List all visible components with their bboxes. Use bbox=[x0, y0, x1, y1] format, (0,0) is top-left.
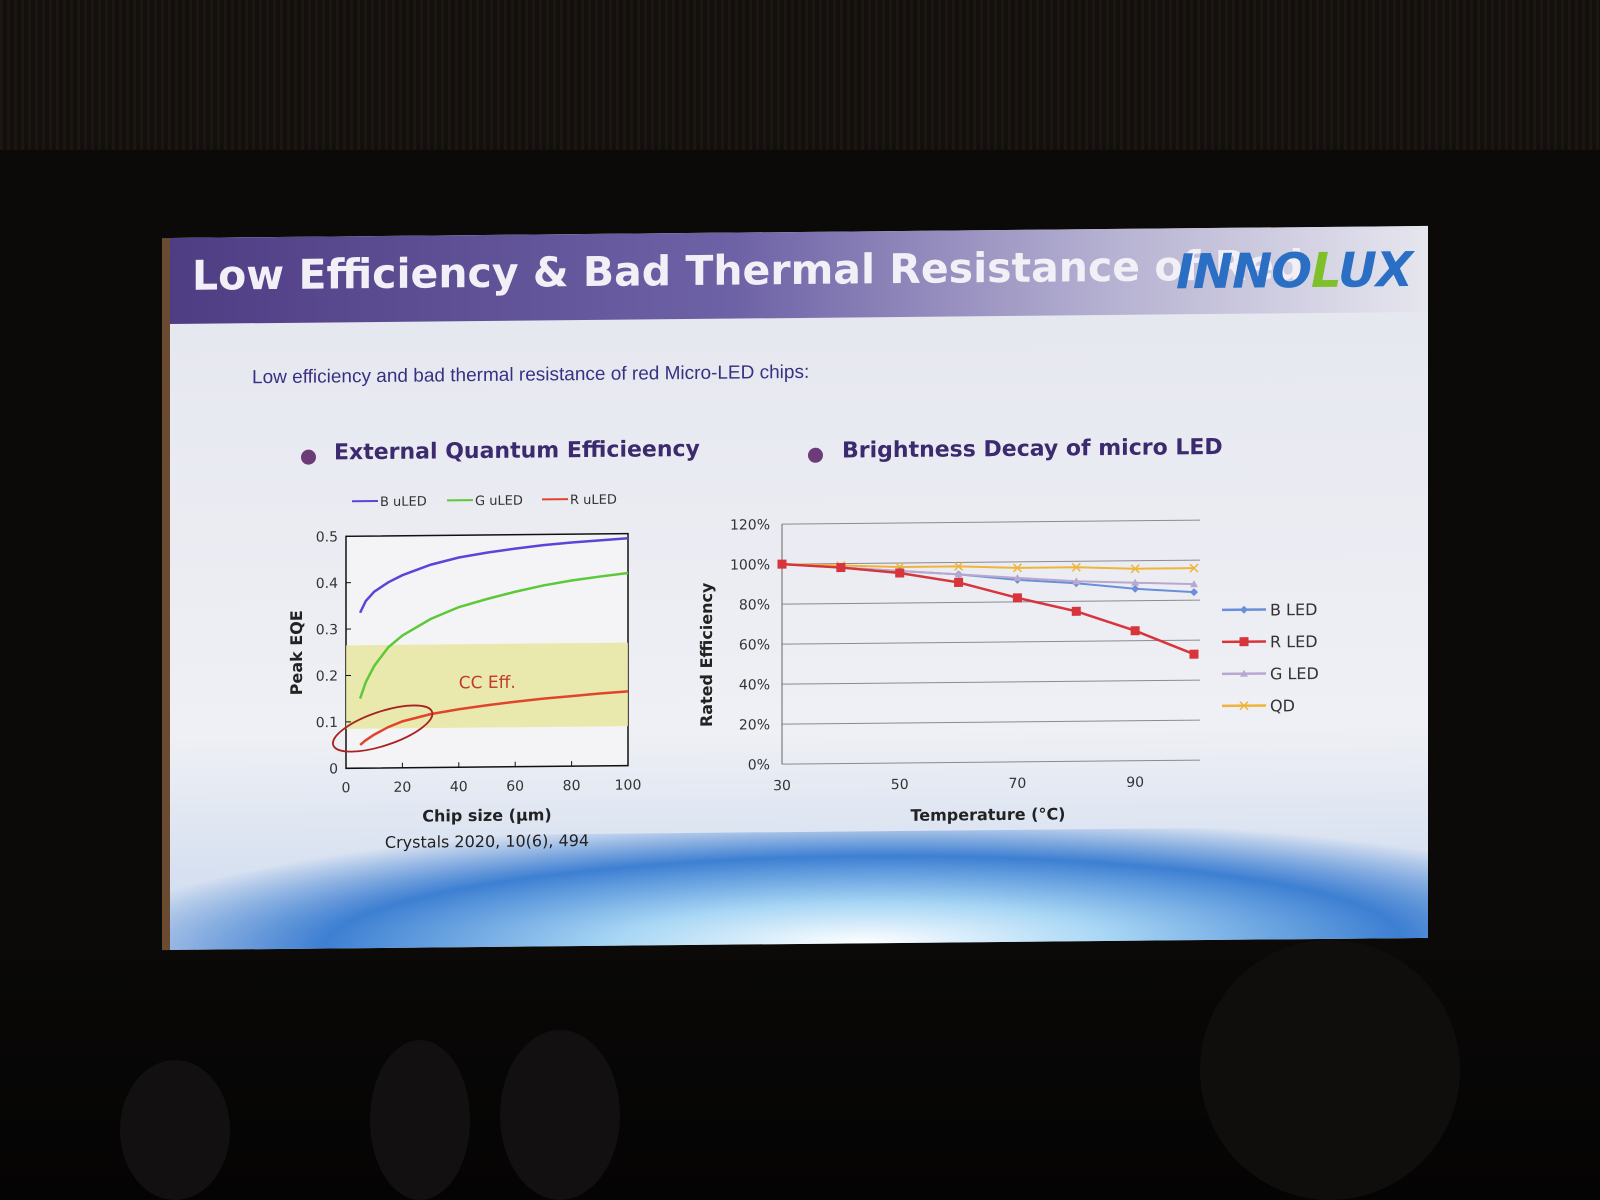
legend-label: R uLED bbox=[570, 493, 617, 508]
y-tick-label: 20% bbox=[739, 717, 770, 733]
grid-line bbox=[782, 599, 1200, 605]
grid-line bbox=[782, 559, 1200, 565]
legend-label: R LED bbox=[1270, 632, 1318, 651]
data-marker bbox=[1072, 577, 1081, 585]
band-label: CC Eff. bbox=[459, 673, 516, 694]
x-axis-label: Temperature (°C) bbox=[910, 804, 1065, 824]
legend-label: G LED bbox=[1270, 664, 1319, 683]
y-tick-label: 0.3 bbox=[316, 622, 338, 638]
data-marker bbox=[1190, 588, 1198, 597]
data-marker bbox=[1012, 593, 1022, 603]
bullet-dot bbox=[808, 447, 823, 463]
y-tick-label: 100% bbox=[730, 557, 770, 573]
bullet-dot bbox=[301, 449, 316, 465]
x-tick-label: 90 bbox=[1126, 775, 1144, 791]
audience-head bbox=[1200, 940, 1460, 1200]
y-tick-label: 0.4 bbox=[316, 576, 338, 592]
data-marker bbox=[1131, 578, 1140, 586]
highlight-ellipse bbox=[332, 704, 434, 753]
data-marker bbox=[1130, 626, 1140, 636]
x-tick-label: 0 bbox=[342, 780, 351, 796]
presentation-slide: Low Efficiency & Bad Thermal Resistance … bbox=[170, 225, 1428, 950]
data-marker bbox=[1189, 563, 1199, 573]
grid-line bbox=[782, 759, 1200, 765]
title-banner: Low Efficiency & Bad Thermal Resistance … bbox=[170, 225, 1428, 324]
x-tick-label: 80 bbox=[563, 778, 581, 794]
data-marker bbox=[1013, 573, 1022, 581]
company-logo: INNOLUX bbox=[1176, 242, 1412, 300]
legend-label: B uLED bbox=[380, 495, 427, 510]
data-marker bbox=[1239, 701, 1249, 711]
data-marker bbox=[836, 563, 846, 573]
eqe-chart: B uLED G uLED R uLED CC Eff. 0 0.1 0.2 0.3 0.4 0.… bbox=[287, 493, 642, 852]
audience-head bbox=[120, 1060, 230, 1200]
data-marker bbox=[1239, 637, 1249, 647]
grid-line bbox=[782, 519, 1200, 525]
data-marker bbox=[954, 577, 964, 587]
x-tick-label: 100 bbox=[615, 777, 642, 793]
cc-efficiency-band bbox=[346, 642, 628, 729]
x-tick-label: 20 bbox=[393, 780, 411, 796]
room-wall bbox=[0, 0, 1600, 150]
data-marker bbox=[1240, 605, 1248, 614]
audience-area bbox=[0, 940, 1600, 1200]
legend-label: B LED bbox=[1270, 600, 1317, 619]
x-tick-label: 50 bbox=[891, 777, 909, 793]
legend-label: QD bbox=[1270, 696, 1295, 715]
data-marker bbox=[777, 559, 787, 569]
series-line bbox=[358, 571, 629, 699]
series-line bbox=[781, 562, 1195, 656]
logo-text-part: UX bbox=[1338, 242, 1412, 299]
y-tick-label: 0% bbox=[748, 757, 770, 773]
x-tick-label: 60 bbox=[506, 779, 524, 795]
y-axis-label: Rated Efficiency bbox=[697, 582, 716, 727]
data-marker bbox=[1131, 584, 1140, 593]
left-section-heading: External Quantum Efficieency bbox=[334, 436, 700, 466]
series-line bbox=[781, 563, 1194, 570]
slide-subtitle: Low efficiency and bad thermal resistanc… bbox=[252, 361, 810, 389]
grid-line bbox=[782, 639, 1200, 645]
right-section-heading: Brightness Decay of micro LED bbox=[842, 434, 1223, 464]
slide-title: Low Efficiency & Bad Thermal Resistance … bbox=[192, 241, 1304, 300]
data-marker bbox=[1189, 649, 1199, 659]
grid-line bbox=[782, 719, 1200, 725]
x-tick-label: 70 bbox=[1009, 776, 1027, 792]
data-marker bbox=[1190, 580, 1198, 588]
logo-text-part: L bbox=[1311, 242, 1339, 300]
data-marker bbox=[1012, 563, 1022, 573]
y-tick-label: 120% bbox=[730, 517, 770, 533]
data-marker bbox=[1240, 669, 1248, 677]
data-marker bbox=[1071, 562, 1081, 572]
y-axis-label: Peak EQE bbox=[287, 610, 306, 695]
y-tick-label: 0 bbox=[329, 761, 338, 777]
audience-head bbox=[370, 1040, 470, 1200]
x-tick-label: 40 bbox=[450, 779, 468, 795]
y-tick-label: 0.2 bbox=[316, 669, 338, 685]
brightness-decay-chart: 0% 20% 40% 60% 80% 100% 120% 30 50 70 90 B LED R LED… bbox=[697, 517, 1319, 825]
y-tick-label: 80% bbox=[739, 597, 770, 613]
data-marker bbox=[1071, 606, 1081, 616]
data-marker bbox=[954, 570, 963, 578]
logo-text-part: INNO bbox=[1176, 243, 1312, 301]
x-axis-label: Chip size (μm) bbox=[422, 805, 551, 825]
y-tick-label: 0.5 bbox=[316, 529, 338, 545]
y-tick-label: 60% bbox=[739, 637, 770, 653]
legend-label: G uLED bbox=[475, 494, 523, 509]
audience-head bbox=[500, 1030, 620, 1200]
citation: Crystals 2020, 10(6), 494 bbox=[385, 831, 589, 852]
data-marker bbox=[895, 568, 905, 578]
x-tick-label: 30 bbox=[773, 778, 791, 794]
y-tick-label: 0.1 bbox=[316, 715, 338, 731]
y-tick-label: 40% bbox=[739, 677, 770, 693]
grid-line bbox=[782, 679, 1200, 685]
series-line bbox=[359, 690, 629, 746]
data-marker bbox=[1130, 564, 1140, 574]
series-line bbox=[358, 536, 629, 614]
data-marker bbox=[954, 561, 964, 571]
